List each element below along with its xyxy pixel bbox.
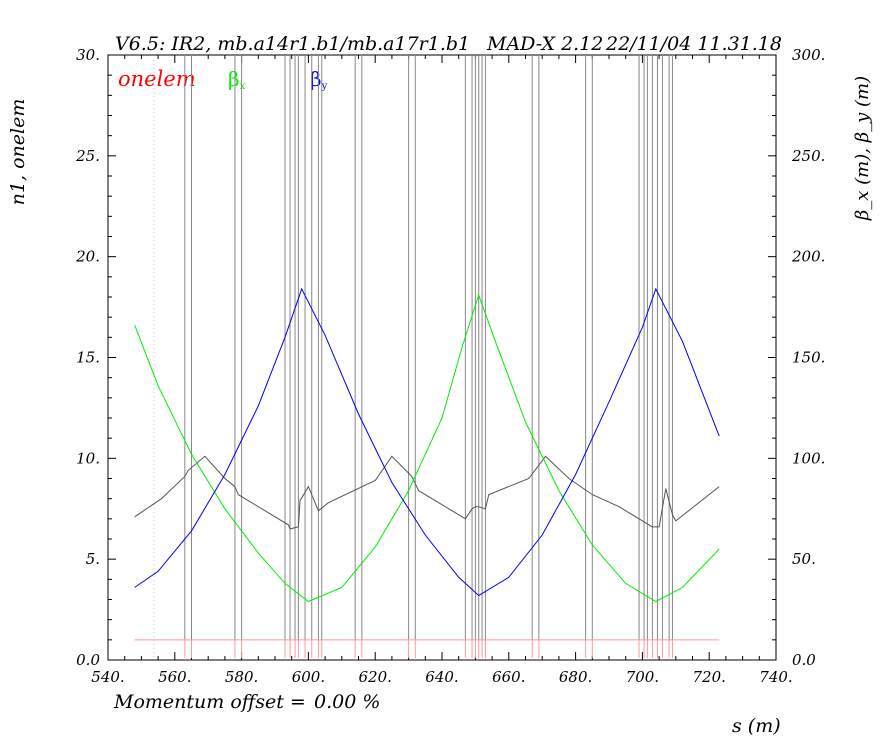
legend-bety: βy xyxy=(310,67,328,92)
x-tick-label: 740. xyxy=(759,668,792,686)
y-right-tick-label: 250. xyxy=(791,147,825,165)
momentum-offset-label: Momentum offset = xyxy=(113,691,306,713)
x-tick-label: 560. xyxy=(158,668,191,686)
y-left-tick-label: 15. xyxy=(76,349,100,367)
y-left-tick-label: 5. xyxy=(86,550,100,568)
momentum-offset-value: 0.00 % xyxy=(314,691,380,713)
x-tick-label: 680. xyxy=(559,668,592,686)
plot-frame xyxy=(107,54,777,661)
x-tick-label: 700. xyxy=(626,668,659,686)
y-right-tick-label: 150. xyxy=(792,349,825,367)
x-tick-label: 580. xyxy=(225,668,258,686)
y-right-tick-label: 300. xyxy=(792,46,825,64)
y-right-axis-label: β_x (m), β_y (m) xyxy=(852,76,873,221)
y-left-tick-label: 25. xyxy=(75,147,100,165)
x-axis-label: s (m) xyxy=(732,715,781,737)
header-version: V6.5: IR2, mb.a14r1.b1/mb.a17r1.b1 xyxy=(115,33,470,55)
y-left-tick-label: 0.0 xyxy=(76,651,100,669)
header-program: MAD-X 2.12 xyxy=(486,33,603,55)
x-tick-label: 540. xyxy=(91,668,124,686)
x-tick-label: 620. xyxy=(358,668,391,686)
series-line-n1 xyxy=(134,455,720,530)
y-right-tick-label: 200. xyxy=(791,248,825,266)
chart-marks xyxy=(134,55,720,658)
series-line-βx xyxy=(134,293,720,603)
y-right-tick-label: 50. xyxy=(792,550,816,568)
y-left-tick-label: 20. xyxy=(75,248,100,266)
axis-ticks xyxy=(107,54,777,661)
tick-labels: 540. 560. 580. 600. 620. 640. 660. 680. 700. 720.… xyxy=(75,46,825,686)
x-tick-label: 600. xyxy=(292,668,325,686)
legend-onelem: onelem xyxy=(118,67,196,91)
y-left-tick-label: 10. xyxy=(76,449,100,467)
y-left-axis-label: n1, onelem xyxy=(7,99,29,206)
legend-betx: βx xyxy=(228,67,246,92)
x-tick-label: 660. xyxy=(492,668,525,686)
y-left-tick-label: 30. xyxy=(76,46,100,64)
y-right-tick-label: 100. xyxy=(792,449,825,467)
y-right-tick-label: 0.0 xyxy=(792,651,816,669)
x-tick-label: 720. xyxy=(692,668,725,686)
header-timestamp: 22/11/04 11.31.18 xyxy=(605,33,782,55)
x-tick-label: 640. xyxy=(425,668,458,686)
series-line-βy xyxy=(134,287,720,597)
